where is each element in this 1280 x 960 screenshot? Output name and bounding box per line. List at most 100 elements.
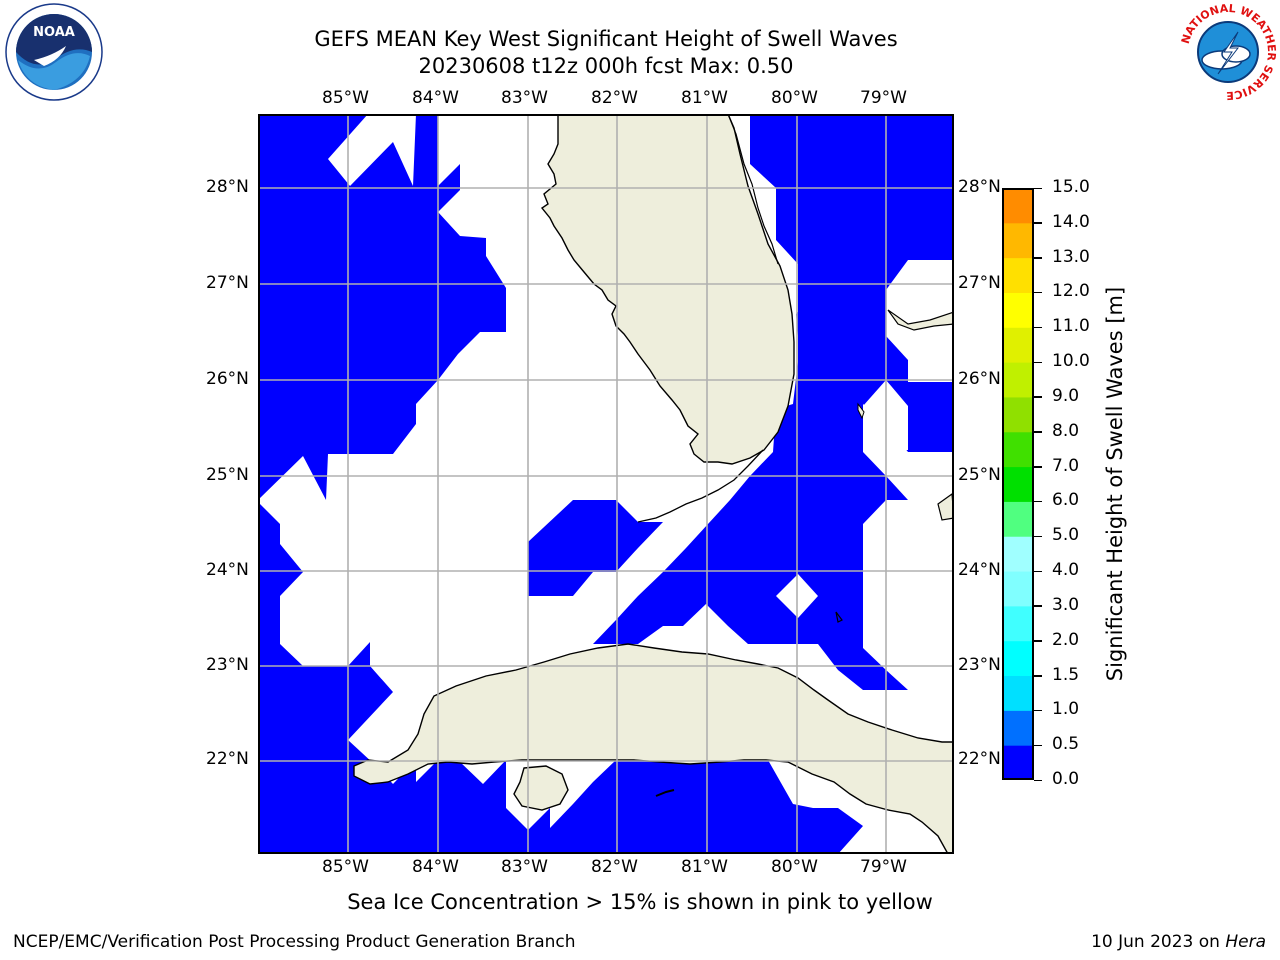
- noaa-logo: NOAA: [5, 3, 103, 101]
- lat-label: 27°N: [958, 273, 1001, 293]
- lon-label: 80°W: [771, 88, 818, 108]
- colorbar-segment: [1002, 292, 1034, 328]
- colorbar-segment: [1002, 396, 1034, 433]
- lon-label: 82°W: [591, 88, 638, 108]
- lon-label: 85°W: [322, 857, 369, 877]
- lon-label: 79°W: [860, 857, 907, 877]
- colorbar-segment: [1002, 362, 1034, 398]
- lat-label: 24°N: [206, 560, 249, 580]
- colorbar-tick-label: 1.5: [1052, 664, 1080, 685]
- lon-label: 83°W: [501, 88, 548, 108]
- colorbar-tick-mark: [1034, 326, 1042, 329]
- colorbar-tick-mark: [1034, 500, 1042, 503]
- colorbar-tick-mark: [1034, 187, 1042, 189]
- lat-label: 23°N: [206, 655, 249, 675]
- map-border: [258, 114, 954, 854]
- colorbar-segment: [1002, 675, 1034, 711]
- lon-label: 84°W: [412, 88, 459, 108]
- colorbar-label: Significant Height of Swell Waves [m]: [1103, 286, 1127, 682]
- land-bahamas: [887, 309, 954, 331]
- colorbar-tick-label: 12.0: [1052, 281, 1090, 302]
- lat-label: 22°N: [206, 749, 249, 769]
- nws-logo: NATIONAL WEATHER SERVICE: [1179, 2, 1278, 102]
- lon-label: 80°W: [771, 857, 818, 877]
- colorbar-tick-label: 6.0: [1052, 490, 1080, 511]
- colorbar-tick-mark: [1034, 744, 1042, 747]
- colorbar-segment: [1002, 536, 1034, 572]
- lat-label: 24°N: [958, 560, 1001, 580]
- colorbar-tick-mark: [1034, 466, 1042, 468]
- lat-label: 25°N: [206, 465, 249, 485]
- map-panel: [258, 114, 954, 854]
- colorbar-segment: [1002, 188, 1034, 224]
- colorbar-tick-mark: [1034, 640, 1042, 642]
- colorbar-tick-label: 3.0: [1052, 594, 1080, 615]
- colorbar-tick-label: 4.0: [1052, 560, 1080, 581]
- lon-label: 82°W: [591, 857, 638, 877]
- land-keys: [637, 449, 764, 523]
- colorbar-tick-label: 0.0: [1052, 769, 1080, 789]
- colorbar-tick-mark: [1034, 396, 1042, 398]
- colorbar-tick-mark: [1034, 361, 1042, 364]
- sea-ice-note: Sea Ice Concentration > 15% is shown in …: [347, 890, 933, 914]
- wave-region-atlantic: [750, 114, 954, 452]
- colorbar-segment: [1002, 466, 1034, 502]
- colorbar-tick-label: 5.0: [1052, 525, 1080, 546]
- land-florida: [540, 114, 795, 465]
- lat-label: 28°N: [958, 177, 1001, 197]
- lon-label: 85°W: [322, 88, 369, 108]
- colorbar-segment: [1002, 257, 1034, 293]
- colorbar-tick-label: 0.5: [1052, 734, 1080, 755]
- colorbar-tick-mark: [1034, 675, 1042, 677]
- wave-region-west-gulf: [258, 114, 506, 500]
- wave-height-field: [258, 114, 954, 854]
- colorbar-tick-mark: [1034, 779, 1042, 781]
- footer-date-text: 10 Jun 2023 on: [1091, 932, 1226, 952]
- colorbar-tick-label: 10.0: [1052, 351, 1090, 372]
- colorbar-tick-label: 7.0: [1052, 455, 1080, 476]
- lon-label: 81°W: [681, 88, 728, 108]
- wave-region-southwest: [258, 502, 863, 854]
- chart-title: GEFS MEAN Key West Significant Height of…: [314, 27, 898, 51]
- noaa-logo-text: NOAA: [33, 25, 75, 40]
- colorbar-tick-mark: [1034, 291, 1042, 294]
- colorbar-tick-label: 13.0: [1052, 246, 1090, 267]
- lat-label: 23°N: [958, 655, 1001, 675]
- wave-region-keys: [528, 500, 663, 596]
- colorbar-tick-mark: [1034, 431, 1042, 433]
- footer-branch: NCEP/EMC/Verification Post Processing Pr…: [13, 932, 576, 952]
- lat-label: 26°N: [206, 369, 249, 389]
- lat-label: 27°N: [206, 273, 249, 293]
- land-cuba: [353, 643, 954, 854]
- colorbar-border: [1002, 188, 1034, 780]
- map-gridlines: [258, 114, 954, 854]
- colorbar-tick-label: 2.0: [1052, 629, 1080, 650]
- lat-label: 28°N: [206, 177, 249, 197]
- footer-date: 10 Jun 2023 on Hera: [1091, 932, 1266, 952]
- colorbar: [1002, 188, 1034, 780]
- lat-label: 25°N: [958, 465, 1001, 485]
- footer-host: Hera: [1225, 932, 1266, 952]
- colorbar-segment: [1002, 222, 1034, 259]
- colorbar-tick-mark: [1034, 570, 1042, 573]
- colorbar-tick-mark: [1034, 709, 1042, 712]
- colorbar-tick-mark: [1034, 222, 1042, 224]
- colorbar-segment: [1002, 431, 1034, 468]
- colorbar-segment: [1002, 501, 1034, 537]
- land-isla-juventud: [513, 765, 569, 811]
- lat-label: 22°N: [958, 749, 1001, 769]
- colorbar-tick-mark: [1034, 257, 1042, 259]
- colorbar-segment: [1002, 571, 1034, 607]
- lat-label: 26°N: [958, 369, 1001, 389]
- lon-label: 83°W: [501, 857, 548, 877]
- wave-region-straits: [593, 290, 908, 690]
- colorbar-tick-mark: [1034, 605, 1042, 607]
- lon-label: 84°W: [412, 857, 459, 877]
- colorbar-tick-label: 11.0: [1052, 316, 1090, 337]
- colorbar-tick-label: 9.0: [1052, 385, 1080, 406]
- colorbar-segment: [1002, 640, 1034, 677]
- lon-label: 79°W: [860, 88, 907, 108]
- colorbar-tick-label: 15.0: [1052, 177, 1090, 197]
- colorbar-tick-label: 14.0: [1052, 211, 1090, 232]
- colorbar-segment: [1002, 605, 1034, 642]
